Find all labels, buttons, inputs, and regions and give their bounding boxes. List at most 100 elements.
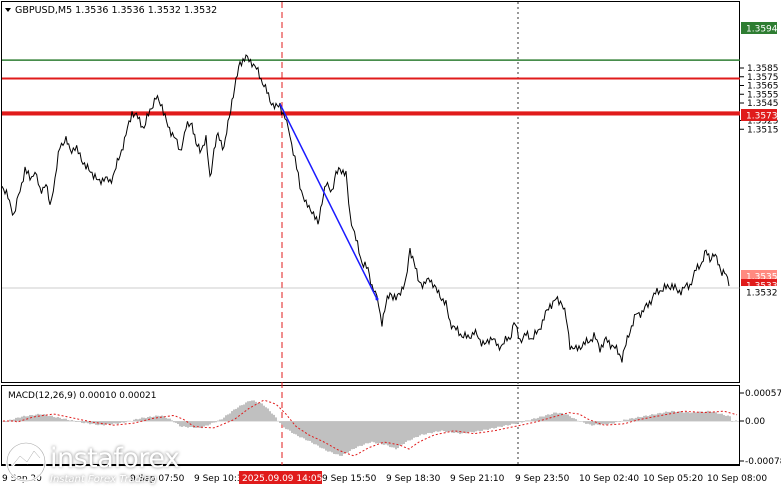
macd-bar xyxy=(667,412,669,421)
macd-bar xyxy=(407,421,409,440)
macd-bar xyxy=(463,421,465,433)
macd-bar xyxy=(311,421,313,443)
highlight-time-label: 2025.09.09 14:05 xyxy=(242,474,322,484)
macd-bar xyxy=(495,421,497,428)
macd-tick-top: 0.00057 xyxy=(745,389,781,399)
macd-bar xyxy=(355,421,357,448)
macd-bar xyxy=(249,401,251,421)
macd-bar xyxy=(537,418,539,421)
macd-bar xyxy=(529,420,531,421)
macd-bar xyxy=(223,418,225,421)
macd-bar xyxy=(331,421,333,452)
macd-bar xyxy=(649,415,651,421)
macd-bar xyxy=(343,421,345,454)
macd-bar xyxy=(375,421,377,444)
logo-tagline: Instant Forex Trading xyxy=(50,474,157,485)
macd-bar xyxy=(571,418,573,421)
macd-bar xyxy=(379,421,381,443)
macd-bar xyxy=(167,419,169,421)
macd-bar xyxy=(475,421,477,431)
macd-bar xyxy=(369,421,371,443)
macd-bar xyxy=(383,421,385,445)
macd-bar xyxy=(233,409,235,421)
macd-bar xyxy=(65,419,67,421)
macd-bar xyxy=(709,411,711,421)
macd-bar xyxy=(381,421,383,444)
macd-bar xyxy=(303,421,305,438)
macd-bar xyxy=(735,420,737,421)
macd-bar xyxy=(269,411,271,421)
macd-bar xyxy=(257,403,259,421)
macd-bar xyxy=(533,418,535,421)
macd-bar xyxy=(171,420,173,421)
macd-bar xyxy=(157,416,159,421)
macd-bar xyxy=(699,412,701,421)
macd-bar xyxy=(411,421,413,440)
macd-bar xyxy=(721,414,723,421)
logo-brand: instaforex xyxy=(50,443,179,474)
time-label-8: 10 Sep 05:20 xyxy=(643,474,703,484)
macd-bar xyxy=(325,421,327,451)
macd-bar xyxy=(661,413,663,421)
macd-bar xyxy=(575,419,577,421)
macd-bar xyxy=(323,421,325,449)
macd-bar xyxy=(219,420,221,421)
macd-bar xyxy=(137,419,139,421)
macd-bar xyxy=(359,421,361,446)
macd-bar xyxy=(435,421,437,431)
macd-bar xyxy=(51,416,53,421)
macd-bar xyxy=(697,413,699,421)
macd-bar xyxy=(469,421,471,432)
macd-bar xyxy=(493,421,495,428)
macd-bar xyxy=(313,421,315,444)
macd-bar xyxy=(445,421,447,432)
macd-bar xyxy=(243,404,245,421)
macd-bar xyxy=(345,421,347,453)
time-label-7: 10 Sep 02:40 xyxy=(579,474,639,484)
macd-bar xyxy=(417,421,419,437)
main-chart-frame xyxy=(2,2,740,383)
macd-bar xyxy=(203,421,205,426)
macd-bar xyxy=(239,406,241,421)
macd-bar xyxy=(295,421,297,434)
macd-bar xyxy=(525,420,527,421)
macd-bar xyxy=(409,421,411,440)
macd-bar xyxy=(285,421,287,429)
macd-bar xyxy=(531,419,533,421)
macd-bar xyxy=(675,412,677,421)
macd-bar xyxy=(227,414,229,421)
macd-bar xyxy=(419,421,421,435)
macd-bar xyxy=(723,415,725,421)
macd-bar xyxy=(351,421,353,449)
watermark-logo: instaforex Instant Forex Trading xyxy=(6,443,181,487)
macd-bar xyxy=(631,418,633,421)
macd-bar xyxy=(681,412,683,421)
macd-bar xyxy=(267,409,269,421)
time-label-2: 9 Sep 10:3 xyxy=(194,474,243,484)
macd-bar xyxy=(423,421,425,435)
macd-bar xyxy=(625,420,627,421)
macd-bar xyxy=(497,421,499,427)
time-label-9: 10 Sep 08:00 xyxy=(707,474,767,484)
macd-bar xyxy=(729,416,731,421)
macd-bar xyxy=(71,420,73,421)
macd-bar xyxy=(15,418,17,421)
macd-bar xyxy=(47,416,49,421)
macd-bar xyxy=(365,421,367,443)
macd-bar xyxy=(535,419,537,421)
macd-bar xyxy=(693,412,695,421)
macd-bar xyxy=(69,420,71,421)
macd-bar xyxy=(141,417,143,421)
macd-bar xyxy=(707,411,709,421)
macd-bar xyxy=(447,421,449,432)
macd-bar xyxy=(489,421,491,429)
macd-bar xyxy=(321,421,323,448)
macd-bar xyxy=(425,421,427,434)
current-price-label: 1.3532 xyxy=(746,289,778,299)
macd-bar xyxy=(545,415,547,421)
macd-bar xyxy=(151,417,153,421)
macd-bar xyxy=(403,421,405,444)
macd-bar xyxy=(371,421,373,442)
